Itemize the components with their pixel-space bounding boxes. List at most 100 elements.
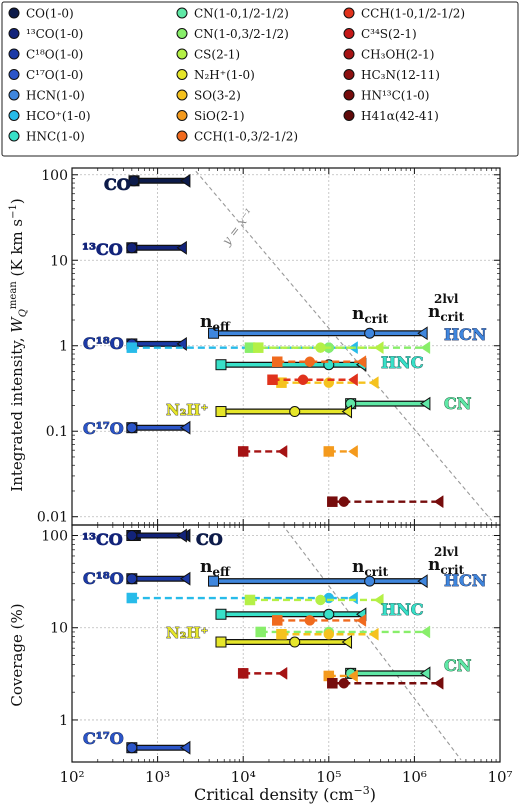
legend-marker-cch-1-0-3-2-1-2 [176,130,188,142]
x-tick-label: 10³ [145,768,170,786]
n-crit-marker-n-h-1-0 [289,406,301,418]
annotation-n-crit-2lvl-sup: 2lvl [434,545,459,559]
n-eff-marker-hco-1-0 [126,342,138,353]
top-panel-y-tick-label: 0.01 [37,510,68,526]
n-crit-2lvl-marker-c-o-1-0 [180,571,191,586]
legend-label-hco-1-0: HCO⁺(1-0) [26,109,91,123]
annotation-c-o: C¹⁸O [83,569,124,588]
n-crit-marker-c-o-1-0 [126,422,138,434]
annotation-cn: CN [444,394,471,413]
annotation-n-crit-sub: crit [364,565,388,579]
annotation-n-eff: neff [200,557,231,579]
annotation-co: ¹³CO [82,240,123,259]
n-eff-marker-hn-c-1-0 [327,678,338,689]
annotation-n-crit-2lvl-sub: crit [440,310,464,324]
x-tick-label: 10⁵ [316,768,341,786]
legend-label-cch-1-0-1-2-1-2: CCH(1-0,1/2-1/2) [361,7,465,21]
legend-label-c-o-1-0: C¹⁸O(1-0) [26,48,83,62]
n-crit-marker-ch-oh-2-1 [237,668,249,679]
annotation-cn: CN [444,656,471,675]
legend-marker-c-o-1-0 [8,69,20,80]
n-crit-2lvl-marker-cch-1-0-1-2-1-2 [348,373,358,387]
n-crit-marker-co-1-0 [126,530,138,542]
legend-marker-c-s-2-1 [343,28,355,39]
legend-box [1,1,519,157]
legend-marker-cn-1-0-3-2-1-2 [176,28,188,39]
legend-label-cs-2-1: CS(2-1) [194,48,240,62]
legend-label-hn-c-1-0: HN¹³C(1-0) [361,89,429,103]
n-crit-2lvl-marker-hn-c-1-0 [433,495,444,509]
n-eff-marker-hnc-1-0 [215,359,227,371]
legend-marker-hn-c-1-0 [343,89,355,101]
annotation-co: CO [196,530,223,549]
legend-marker-hco-1-0 [8,110,20,121]
n-eff-marker-cs-2-1 [253,342,264,353]
bottom-panel-reference-line [286,529,462,761]
legend-marker-sio-2-1 [176,110,188,121]
legend-label-cn-1-0-1-2-1-2: CN(1-0,1/2-1/2) [194,7,289,21]
n-crit-2lvl-marker-cn-1-0-3-2-1-2 [420,625,431,639]
reference-line-label: y = x⁻¹ [219,206,257,249]
legend-label-hcn-1-0: HCN(1-0) [26,89,85,103]
n-crit-2lvl-marker-cn-1-0-3-2-1-2 [420,341,431,355]
annotation-n-crit: ncrit [352,304,389,326]
n-crit-2lvl-marker-co-1-0 [180,173,191,188]
legend-label-co-1-0: ¹³CO(1-0) [26,27,83,41]
n-crit-marker-cch-1-0-3-2-1-2 [304,615,316,626]
x-tick-label: 10⁷ [487,768,512,786]
n-crit-2lvl-marker-c-o-1-0 [180,420,191,435]
legend-label-cn-1-0-3-2-1-2: CN(1-0,3/2-1/2) [194,27,289,41]
legend-label-cch-1-0-3-2-1-2: CCH(1-0,3/2-1/2) [194,130,298,144]
legend-label-so-3-2: SO(3-2) [194,89,241,103]
legend-marker-co-1-0 [8,28,20,39]
n-crit-marker-cs-2-1 [315,594,326,606]
n-crit-marker-c-o-1-0 [126,742,138,754]
legend-marker-c-o-1-0 [8,48,20,60]
n-eff-marker-hcn-1-0 [208,327,220,339]
n-crit-marker-cch-1-0-1-2-1-2 [297,374,309,386]
n-eff-marker-hnc-1-0 [215,608,227,620]
annotation-c-o: C¹⁷O [83,729,124,748]
bottom-y-axis-label: Coverage (%) [8,603,26,706]
n-crit-marker-ch-oh-2-1 [237,446,249,457]
legend-marker-co-1-0 [8,7,20,19]
legend-label-n-h-1-0: N₂H⁺(1-0) [194,68,255,82]
legend-label-c-o-1-0: C¹⁷O(1-0) [26,68,83,82]
annotation-co: CO [104,175,131,194]
n-crit-2lvl-marker-hcn-1-0 [417,326,428,341]
n-crit-2lvl-marker-so-3-2 [368,627,379,641]
legend-marker-hnc-1-0 [8,130,20,142]
top-panel-y-tick-label: 0.1 [46,424,68,440]
annotation-c-o: C¹⁷O [83,419,124,438]
n-crit-marker-sio-2-1 [323,446,335,457]
legend-marker-hcn-1-0 [8,89,20,101]
annotation-hcn: HCN [444,571,486,590]
top-panel-y-tick-label: 100 [41,168,68,184]
annotation-n-h: N₂H⁺ [166,401,208,419]
legend-marker-ch-oh-2-1 [343,48,355,60]
n-crit-marker-c-o-1-0 [126,573,138,585]
bottom-panel-y-tick-label: 10 [50,621,68,637]
legend-marker-hc-n-12-11 [343,69,355,80]
legend-marker-so-3-2 [176,89,188,101]
bottom-panel: 10² 10³ 10⁴ 10⁵ 10⁶ 10⁷ 1 10 100 ¹³CO CO C¹⁸O C¹⁷O N₂… [41,524,513,786]
annotation-hcn: HCN [444,325,486,344]
annotation-n-crit-2lvl-sub: crit [440,563,464,577]
n-eff-marker-cs-2-1 [244,594,256,606]
n-crit-marker-n-h-1-0 [289,636,301,648]
n-crit-2lvl-marker-sio-2-1 [348,444,358,458]
n-eff-marker-hn-c-1-0 [327,496,338,507]
n-crit-marker-hn-c-1-0 [338,678,350,689]
n-crit-2lvl-marker-cn-1-0-1-2-1-2 [420,396,431,411]
top-panel-y-tick-label: 10 [50,253,68,269]
legend-label-ch-oh-2-1: CH₃OH(2-1) [361,48,434,62]
annotation-hnc: HNC [381,353,423,372]
n-crit-marker-so-3-2 [323,628,335,640]
bottom-panel-y-tick-label: 1 [59,713,68,729]
n-crit-marker-hn-c-1-0 [338,496,350,507]
legend-marker-n-h-1-0 [176,69,188,80]
annotation-hnc: HNC [381,600,423,619]
n-crit-2lvl-marker-cch-1-0-3-2-1-2 [356,613,367,627]
n-crit-2lvl-marker-hn-c-1-0 [433,676,444,690]
